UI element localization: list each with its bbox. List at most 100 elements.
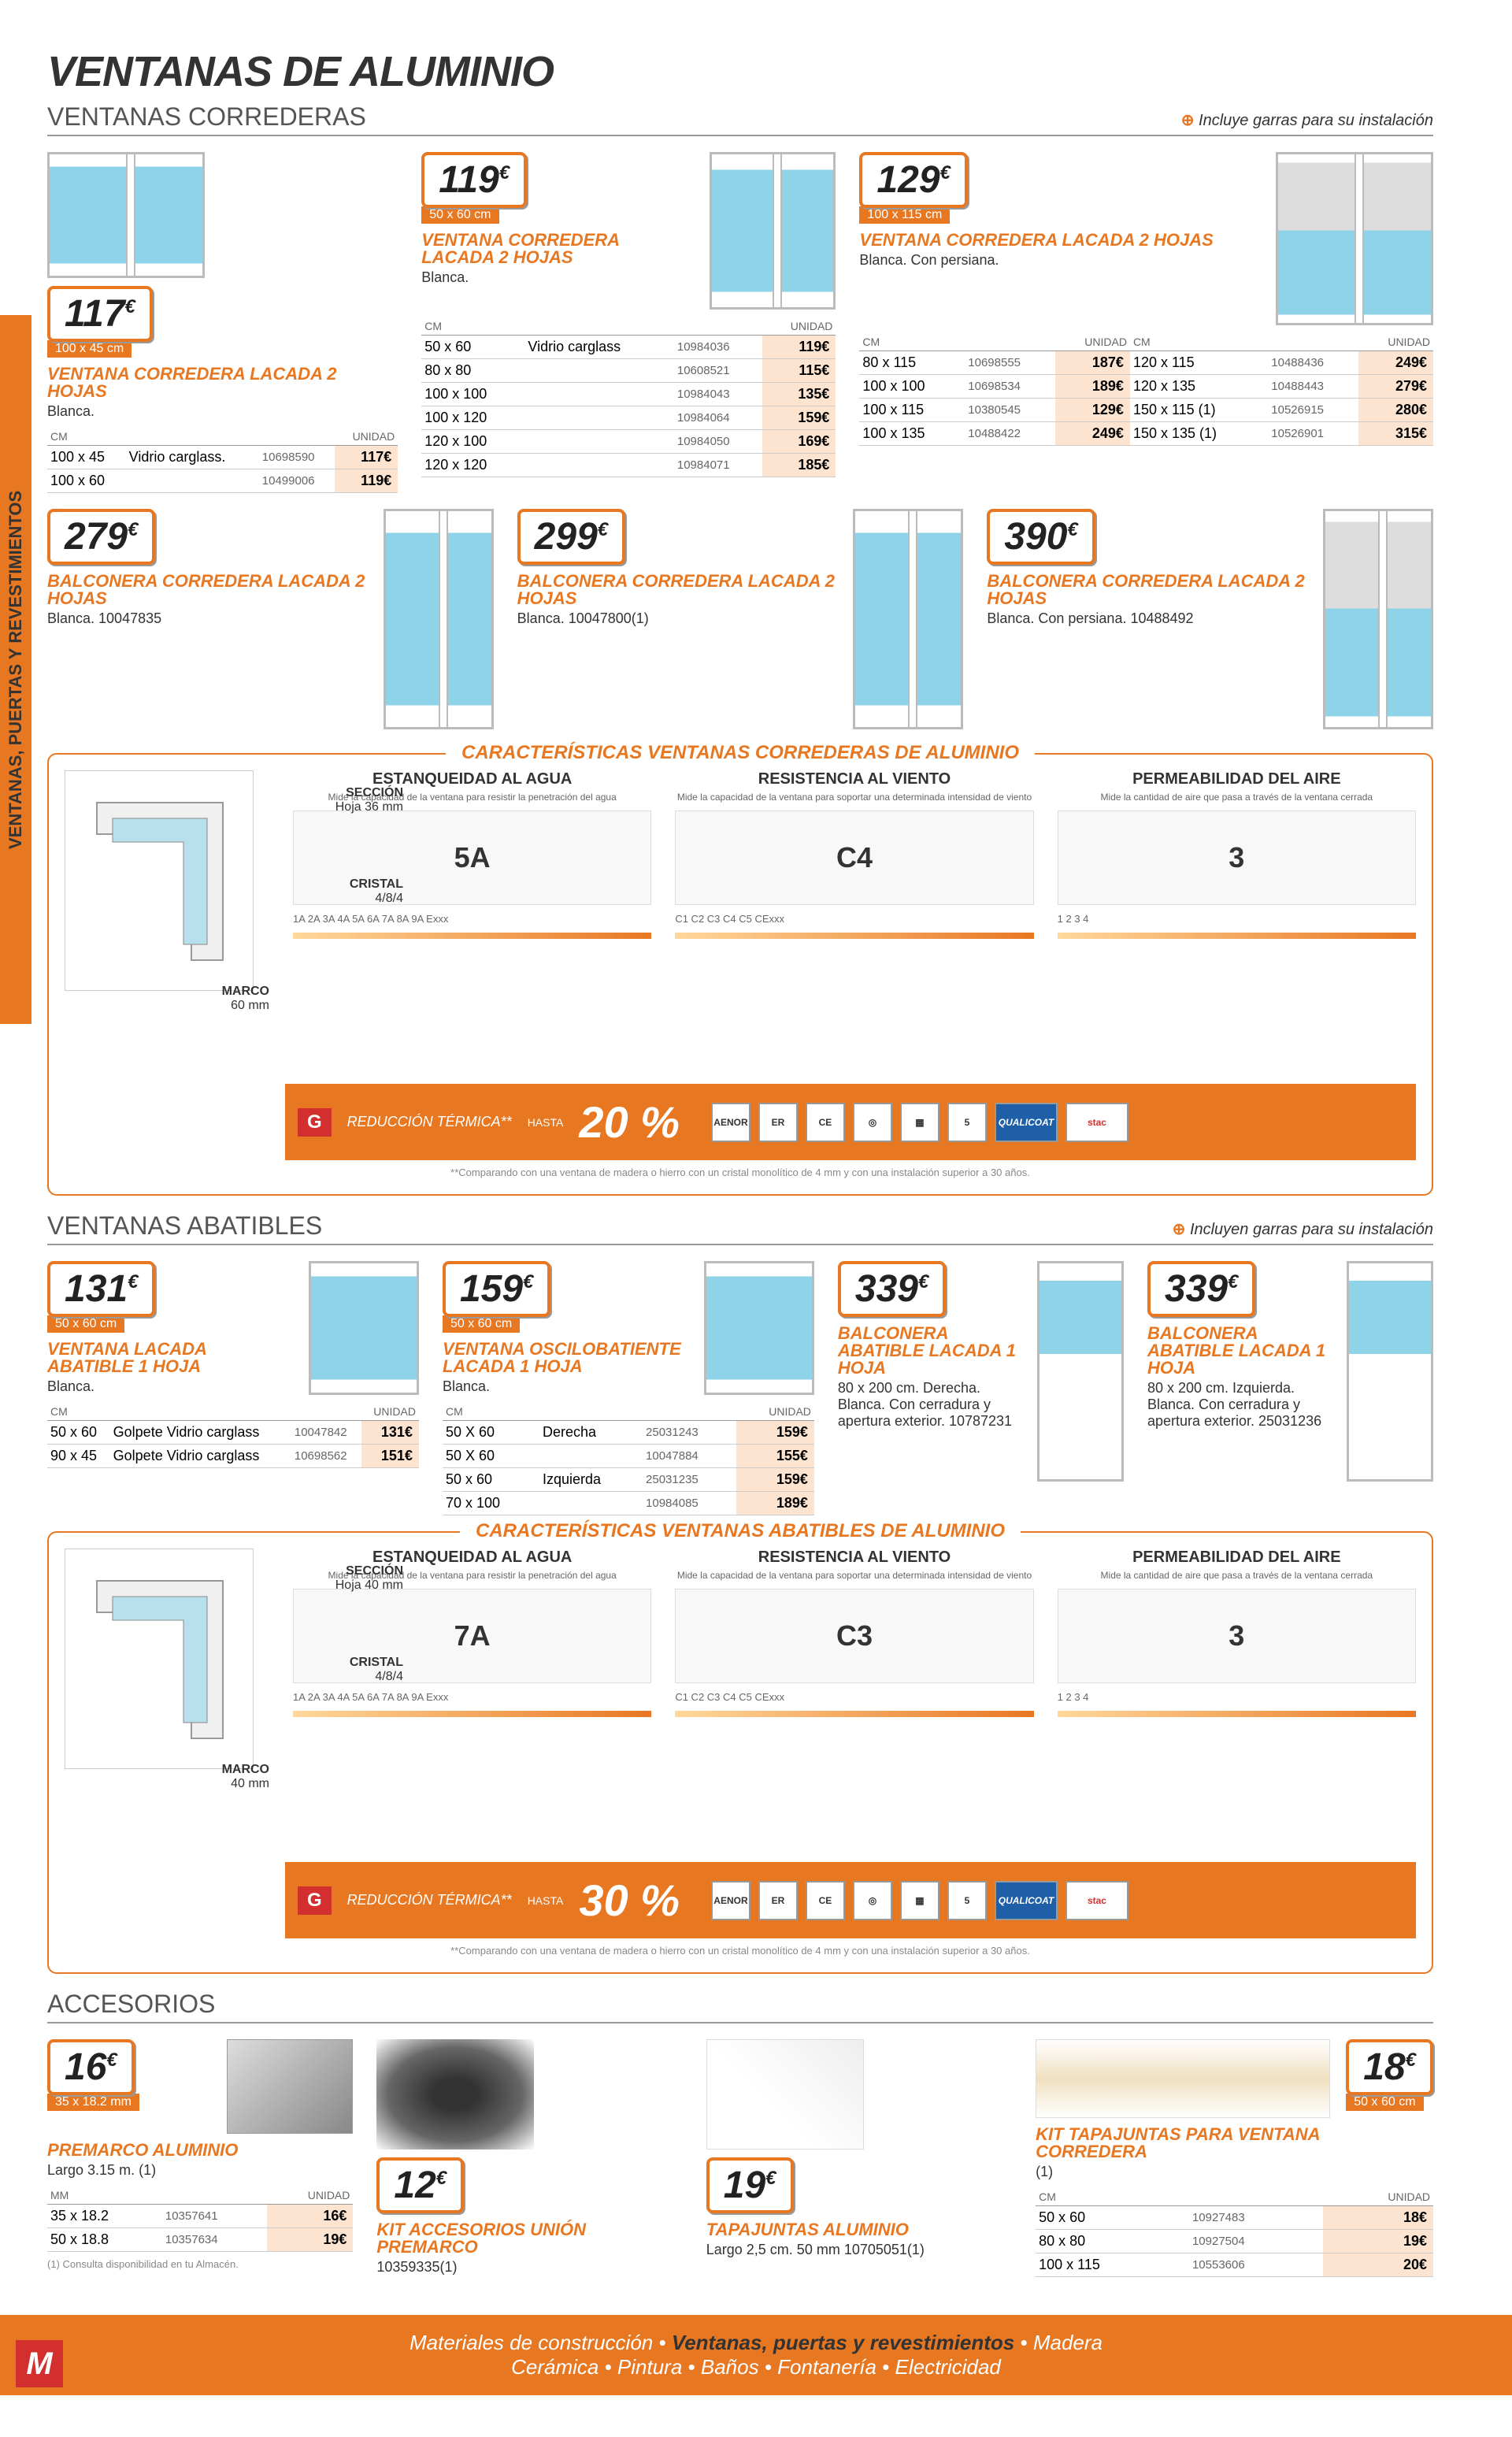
price-table: CMUNIDADCMUNIDAD 80 x 11510698555187€120… bbox=[859, 333, 1433, 446]
product-image bbox=[227, 2039, 353, 2134]
cert-icon: ER bbox=[758, 1881, 798, 1920]
cert-icon: QUALICOAT bbox=[995, 1881, 1058, 1920]
window-image bbox=[853, 509, 963, 729]
product-desc: 10359335(1) bbox=[376, 2259, 682, 2276]
thermal-reduction: G REDUCCIÓN TÉRMICA** HASTA 30 % AENOR E… bbox=[285, 1862, 1416, 1938]
price-dim: 100 x 115 cm bbox=[859, 206, 950, 224]
product-tapajuntas: 19€ TAPAJUNTAS ALUMINIO Largo 2,5 cm. 50… bbox=[706, 2039, 1012, 2266]
price-table: CMUNIDAD 50 x 601092748318€ 80 x 8010927… bbox=[1036, 2188, 1433, 2277]
logo-icon: M bbox=[16, 2340, 63, 2387]
product-corredera-119: 119€ 50 x 60 cm VENTANA CORREDERA LACADA… bbox=[421, 152, 836, 477]
window-image bbox=[384, 509, 494, 729]
product-name: BALCONERA CORREDERA LACADA 2 HOJAS bbox=[517, 573, 838, 607]
price-dim: 35 x 18.2 mm bbox=[47, 2094, 139, 2111]
window-image bbox=[1347, 1261, 1433, 1482]
cert-icon: QUALICOAT bbox=[995, 1103, 1058, 1142]
price-table: CMUNIDAD 50 x 60Vidrio carglass109840361… bbox=[421, 317, 836, 477]
product-abatible-131: 131€ 50 x 60 cm VENTANA LACADA ABATIBLE … bbox=[47, 1261, 419, 1468]
cross-section: SECCIÓNHoja 40 mm CRISTAL4/8/4 MARCO40 m… bbox=[65, 1549, 269, 1854]
product-name: VENTANA CORREDERA LACADA 2 HOJAS bbox=[859, 232, 1260, 249]
product-name: BALCONERA ABATIBLE LACADA 1 HOJA bbox=[838, 1325, 1021, 1377]
product-desc: Blanca. bbox=[47, 403, 398, 420]
cert-icon: stac bbox=[1065, 1103, 1128, 1142]
section-label: ACCESORIOS bbox=[47, 1990, 215, 2019]
product-name: VENTANA CORREDERA LACADA 2 HOJAS bbox=[47, 365, 398, 400]
side-tab: VENTANAS, PUERTAS Y REVESTIMIENTOS bbox=[0, 315, 32, 1024]
product-image bbox=[706, 2039, 864, 2150]
char-viento: RESISTENCIA AL VIENTOMide la capacidad d… bbox=[675, 770, 1033, 947]
section-label: VENTANAS ABATIBLES bbox=[47, 1211, 322, 1241]
price-badge: 129€ bbox=[859, 152, 967, 208]
product-balconera-279: 279€ BALCONERA CORREDERA LACADA 2 HOJAS … bbox=[47, 509, 494, 737]
window-image bbox=[710, 152, 836, 310]
price-badge: 159€ bbox=[443, 1261, 550, 1317]
footer: M Materiales de construcción • Ventanas,… bbox=[0, 2315, 1512, 2395]
price-badge: 279€ bbox=[47, 509, 155, 565]
cross-section: SECCIÓNHoja 36 mm CRISTAL4/8/4 MARCO60 m… bbox=[65, 770, 269, 1076]
product-desc: Blanca. bbox=[47, 1378, 293, 1395]
price-dim: 50 x 60 cm bbox=[1346, 2094, 1423, 2111]
footnote: **Comparando con una ventana de madera o… bbox=[65, 1945, 1416, 1957]
product-name: BALCONERA CORREDERA LACADA 2 HOJAS bbox=[987, 573, 1307, 607]
characteristics-correderas: CARACTERÍSTICAS VENTANAS CORREDERAS DE A… bbox=[47, 753, 1433, 1196]
section-label: VENTANAS CORREDERAS bbox=[47, 102, 366, 132]
price-badge: 339€ bbox=[1147, 1261, 1255, 1317]
char-title: CARACTERÍSTICAS VENTANAS ABATIBLES DE AL… bbox=[460, 1520, 1021, 1542]
cert-icon: stac bbox=[1065, 1881, 1128, 1920]
cert-icon: ◎ bbox=[853, 1881, 892, 1920]
thermal-reduction: G REDUCCIÓN TÉRMICA** HASTA 20 % AENOR E… bbox=[285, 1084, 1416, 1160]
char-aire: PERMEABILIDAD DEL AIREMide la cantidad d… bbox=[1058, 1549, 1416, 1725]
cert-icon: ER bbox=[758, 1103, 798, 1142]
product-name: BALCONERA CORREDERA LACADA 2 HOJAS bbox=[47, 573, 368, 607]
window-image bbox=[1037, 1261, 1124, 1482]
price-table: CMUNIDAD 50 X 60Derecha25031243159€ 50 X… bbox=[443, 1403, 814, 1515]
certifications: AENOR ER CE ◎ ▦ 5 QUALICOAT stac bbox=[711, 1881, 1128, 1920]
footnote: **Comparando con una ventana de madera o… bbox=[65, 1167, 1416, 1178]
price-badge: 390€ bbox=[987, 509, 1095, 565]
price-table: CMUNIDAD 100 x 45Vidrio carglass.1069859… bbox=[47, 428, 398, 493]
product-name: TAPAJUNTAS ALUMINIO bbox=[706, 2221, 1012, 2239]
price-dim: 50 x 60 cm bbox=[421, 206, 498, 224]
product-name: VENTANA OSCILOBATIENTE LACADA 1 HOJA bbox=[443, 1341, 688, 1375]
window-image bbox=[309, 1261, 419, 1395]
price-badge: 12€ bbox=[376, 2157, 464, 2213]
section-note: Incluyen garras para su instalación bbox=[1173, 1219, 1433, 1239]
product-desc: Blanca. Con persiana. 10488492 bbox=[987, 610, 1307, 627]
product-premarco: 16€ 35 x 18.2 mm PREMARCO ALUMINIO Largo… bbox=[47, 2039, 353, 2270]
product-corredera-117: 117€ 100 x 45 cm VENTANA CORREDERA LACAD… bbox=[47, 152, 398, 493]
product-desc: Blanca. Con persiana. bbox=[859, 252, 1260, 269]
cert-icon: ▦ bbox=[900, 1881, 939, 1920]
product-desc: (1) bbox=[1036, 2164, 1433, 2180]
price-badge: 19€ bbox=[706, 2157, 794, 2213]
cert-icon: AENOR bbox=[711, 1881, 750, 1920]
section-accesorios: ACCESORIOS bbox=[47, 1990, 1433, 2023]
price-badge: 339€ bbox=[838, 1261, 946, 1317]
price-table: CMUNIDAD 50 x 60Golpete Vidrio carglass1… bbox=[47, 1403, 419, 1468]
product-name: KIT TAPAJUNTAS PARA VENTANA CORREDERA bbox=[1036, 2126, 1433, 2161]
product-name: VENTANA LACADA ABATIBLE 1 HOJA bbox=[47, 1341, 293, 1375]
footnote: (1) Consulta disponibilidad en tu Almacé… bbox=[47, 2258, 353, 2270]
product-desc: Blanca. 10047835 bbox=[47, 610, 368, 627]
price-table: MMUNIDAD 35 x 18.21035764116€ 50 x 18.81… bbox=[47, 2187, 353, 2252]
product-image bbox=[1036, 2039, 1330, 2118]
certifications: AENOR ER CE ◎ ▦ 5 QUALICOAT stac bbox=[711, 1103, 1128, 1142]
product-desc: Blanca. bbox=[443, 1378, 688, 1395]
section-correderas: VENTANAS CORREDERAS Incluye garras para … bbox=[47, 102, 1433, 136]
product-balconera-abatible-339a: 339€ BALCONERA ABATIBLE LACADA 1 HOJA 80… bbox=[838, 1261, 1124, 1489]
product-kit-union: 12€ KIT ACCESORIOS UNIÓN PREMARCO 103593… bbox=[376, 2039, 682, 2283]
section-abatibles: VENTANAS ABATIBLES Incluyen garras para … bbox=[47, 1211, 1433, 1245]
window-image bbox=[47, 152, 205, 278]
product-desc: Largo 3.15 m. (1) bbox=[47, 2162, 353, 2179]
price-badge: 18€ bbox=[1346, 2039, 1433, 2095]
product-balconera-390: 390€ BALCONERA CORREDERA LACADA 2 HOJAS … bbox=[987, 509, 1433, 737]
product-balconera-299: 299€ BALCONERA CORREDERA LACADA 2 HOJAS … bbox=[517, 509, 964, 737]
product-desc: Blanca. 10047800(1) bbox=[517, 610, 838, 627]
product-name: VENTANA CORREDERA LACADA 2 HOJAS bbox=[421, 232, 694, 266]
price-badge: 119€ bbox=[421, 152, 527, 208]
price-badge: 16€ bbox=[47, 2039, 135, 2095]
cert-icon: 5 bbox=[947, 1881, 987, 1920]
window-image bbox=[1323, 509, 1433, 729]
product-oscilobatiente-159: 159€ 50 x 60 cm VENTANA OSCILOBATIENTE L… bbox=[443, 1261, 814, 1515]
product-balconera-abatible-339b: 339€ BALCONERA ABATIBLE LACADA 1 HOJA 80… bbox=[1147, 1261, 1433, 1489]
window-image bbox=[1276, 152, 1433, 325]
